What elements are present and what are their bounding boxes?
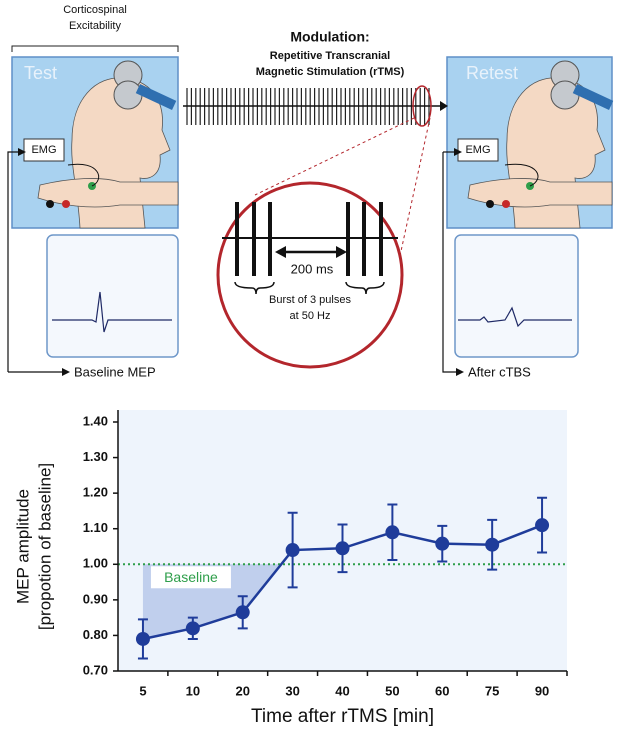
brace: [345, 281, 385, 295]
brace: [234, 281, 275, 295]
x-tick-label: 10: [186, 683, 200, 698]
bracket-label: Corticospinal: [63, 4, 127, 16]
chart: Baseline 0.70 0.80 0.90 1.00 1.10 1.20 1.30 1.40…: [13, 410, 568, 727]
modulation-subtitle: Magnetic Stimulation (rTMS): [256, 66, 405, 78]
y-axis-title: [propotion of baseline]: [35, 463, 54, 630]
burst-detail: [222, 202, 398, 295]
y-tick-label: 0.70: [83, 662, 108, 677]
burst-label: at 50 Hz: [290, 310, 331, 322]
x-axis-title: Time after rTMS [min]: [251, 706, 434, 727]
arrowhead: [456, 368, 464, 376]
modulation-title: Modulation:: [290, 29, 369, 45]
y-tick-label: 1.10: [83, 520, 108, 535]
arrowhead: [336, 246, 347, 258]
reference-label-box: [150, 566, 231, 589]
trace-label: After cTBS: [468, 364, 531, 379]
y-tick-label: 1.20: [83, 485, 108, 500]
y-tick-label: 0.80: [83, 627, 108, 642]
y-tick-label: 1.30: [83, 449, 108, 464]
burst-label: Burst of 3 pulses: [269, 294, 351, 306]
x-tick-label: 90: [535, 683, 549, 698]
y-axis-title: MEP amplitude: [13, 489, 32, 604]
data-point: [185, 621, 200, 636]
interval-label: 200 ms: [291, 261, 334, 276]
arrow: [442, 152, 456, 373]
retest-panel: Retest EMG: [446, 56, 614, 229]
zoom-line: [254, 117, 415, 196]
data-point: [235, 605, 250, 620]
mep-trace: [52, 291, 172, 333]
test-label: Test: [24, 63, 57, 83]
arrowhead: [275, 246, 286, 258]
data-point: [485, 537, 500, 552]
trace-label: Baseline MEP: [74, 364, 156, 379]
x-tick-label: 60: [435, 683, 449, 698]
mep-trace: [458, 306, 572, 328]
data-point: [535, 518, 550, 533]
arrowhead: [454, 148, 462, 156]
zoom-ellipse: [412, 85, 432, 127]
bracket-label: Excitability: [69, 20, 121, 32]
arrow: [7, 151, 22, 372]
emg-label: EMG: [465, 144, 490, 156]
arrowhead: [440, 101, 448, 111]
reference-label: Baseline: [164, 569, 218, 585]
zoom-circle: [216, 181, 404, 369]
x-tick-label: 50: [385, 683, 399, 698]
data-point: [335, 541, 350, 556]
bracket: [11, 45, 179, 52]
test-panel: Test EMG: [11, 56, 179, 229]
data-point: [285, 543, 300, 558]
y-tick-label: 1.40: [83, 413, 108, 428]
y-tick-label: 1.00: [83, 556, 108, 571]
modulation-subtitle: Repetitive Transcranial: [270, 50, 390, 62]
x-tick-label: 30: [285, 683, 299, 698]
data-point: [435, 536, 450, 551]
trace-box: [454, 234, 579, 358]
arrowhead: [18, 148, 26, 156]
data-point: [135, 631, 150, 646]
x-tick-label: 75: [485, 683, 499, 698]
y-tick-label: 0.90: [83, 591, 108, 606]
retest-label: Retest: [466, 63, 518, 83]
x-tick-label: 5: [139, 683, 146, 698]
emg-label: EMG: [31, 144, 56, 156]
data-point: [385, 525, 400, 540]
arrowhead: [62, 368, 70, 376]
x-tick-label: 20: [235, 683, 249, 698]
trace-box: [46, 234, 179, 358]
zoom-line: [397, 117, 431, 266]
x-tick-label: 40: [335, 683, 349, 698]
